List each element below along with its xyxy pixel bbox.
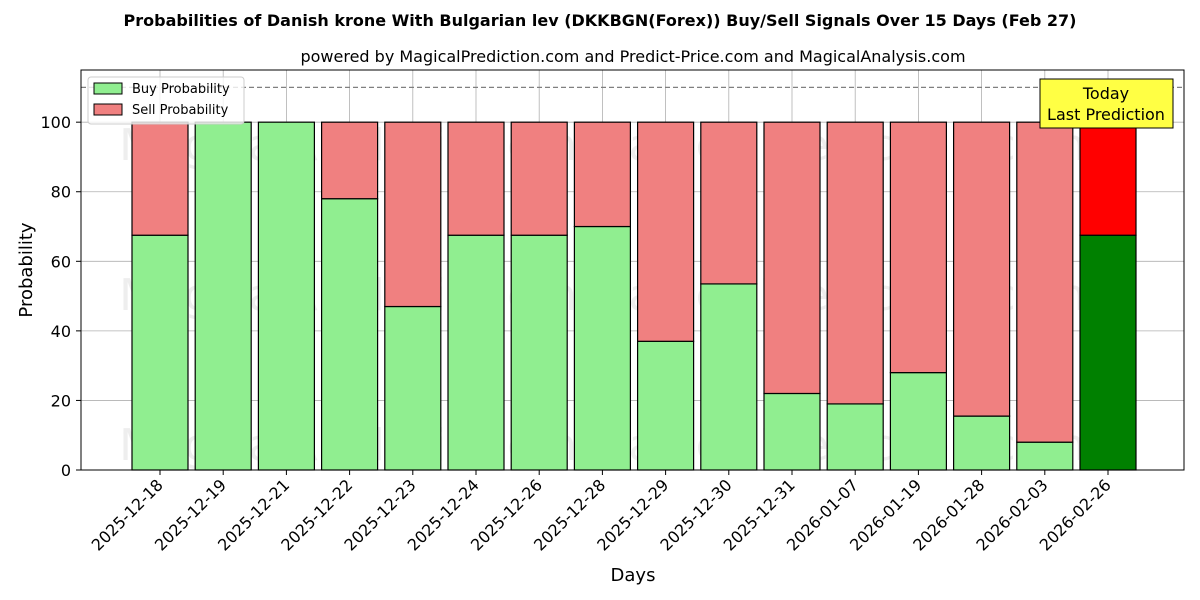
chart-title: Probabilities of Danish krone With Bulga… — [124, 11, 1077, 30]
legend-buy-swatch — [93, 82, 123, 95]
bar-buy — [952, 415, 1011, 471]
bar-buy — [510, 234, 568, 471]
bar-buy — [1079, 234, 1137, 471]
y-axis-label: Probability — [16, 222, 37, 317]
bars — [131, 121, 1137, 471]
bar-buy — [826, 403, 884, 471]
bar-sell — [384, 121, 442, 308]
y-tick-label: 40 — [51, 322, 71, 341]
chart-subtitle: powered by MagicalPrediction.com and Pre… — [300, 47, 965, 66]
bar-buy — [131, 234, 189, 471]
bar-sell — [447, 121, 505, 236]
bar-sell — [700, 121, 758, 285]
bar-buy — [573, 225, 632, 471]
bar-sell — [510, 121, 568, 236]
bar-sell — [889, 121, 948, 374]
today-annotation-box — [1039, 78, 1174, 129]
legend-buy-label: Buy Probability — [132, 82, 230, 97]
bar-buy — [321, 198, 379, 471]
bar-buy — [447, 234, 505, 471]
bar-sell — [826, 121, 884, 405]
x-axis: 2025-12-182025-12-192025-12-212025-12-22… — [88, 470, 1115, 555]
bar-sell — [321, 121, 379, 200]
y-tick-label: 100 — [40, 113, 71, 132]
today-annotation: Today Last Prediction — [1039, 78, 1174, 129]
bar-buy — [763, 392, 821, 471]
bar-sell — [763, 121, 821, 395]
today-annotation-line2: Last Prediction — [1047, 105, 1165, 124]
bar-sell — [1016, 121, 1074, 443]
bar-sell — [636, 121, 695, 342]
today-annotation-line1: Today — [1082, 84, 1129, 103]
bar-buy — [636, 340, 695, 471]
bar-buy — [384, 305, 442, 471]
plot-area: MagicalAnalysis.comMagicalPrediction.com… — [80, 69, 1185, 471]
legend-sell-label: Sell Probability — [132, 103, 229, 118]
y-tick-label: 0 — [61, 461, 71, 480]
bar-sell — [952, 121, 1011, 417]
bar-buy — [194, 121, 252, 471]
bar-buy — [257, 121, 315, 471]
y-tick-label: 20 — [51, 391, 71, 410]
bar-sell — [1079, 121, 1137, 236]
bar-buy — [700, 283, 758, 471]
legend: Buy Probability Sell Probability — [87, 76, 245, 125]
bar-sell — [573, 121, 632, 228]
y-axis: 0 20 40 60 80 100 — [40, 113, 81, 480]
legend-sell-swatch — [93, 103, 123, 116]
bar-sell — [131, 121, 189, 236]
y-tick-label: 80 — [51, 183, 71, 202]
bar-buy — [889, 372, 948, 471]
legend-box — [87, 76, 245, 125]
y-tick-label: 60 — [51, 252, 71, 271]
bar-buy — [1016, 441, 1074, 471]
x-axis-label: Days — [611, 565, 656, 586]
plot-frame — [80, 69, 1185, 471]
